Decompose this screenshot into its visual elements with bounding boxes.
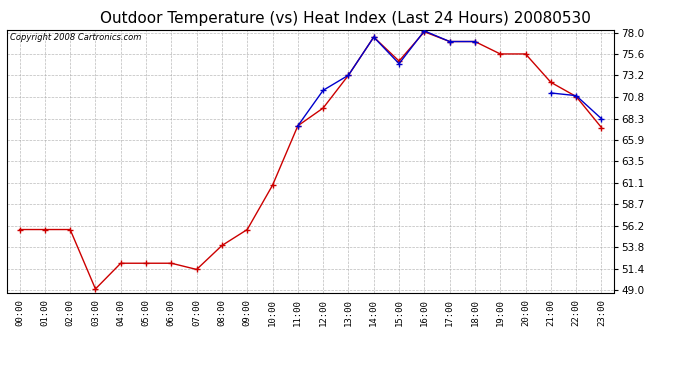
Text: Copyright 2008 Cartronics.com: Copyright 2008 Cartronics.com — [10, 33, 141, 42]
Text: Outdoor Temperature (vs) Heat Index (Last 24 Hours) 20080530: Outdoor Temperature (vs) Heat Index (Las… — [99, 11, 591, 26]
